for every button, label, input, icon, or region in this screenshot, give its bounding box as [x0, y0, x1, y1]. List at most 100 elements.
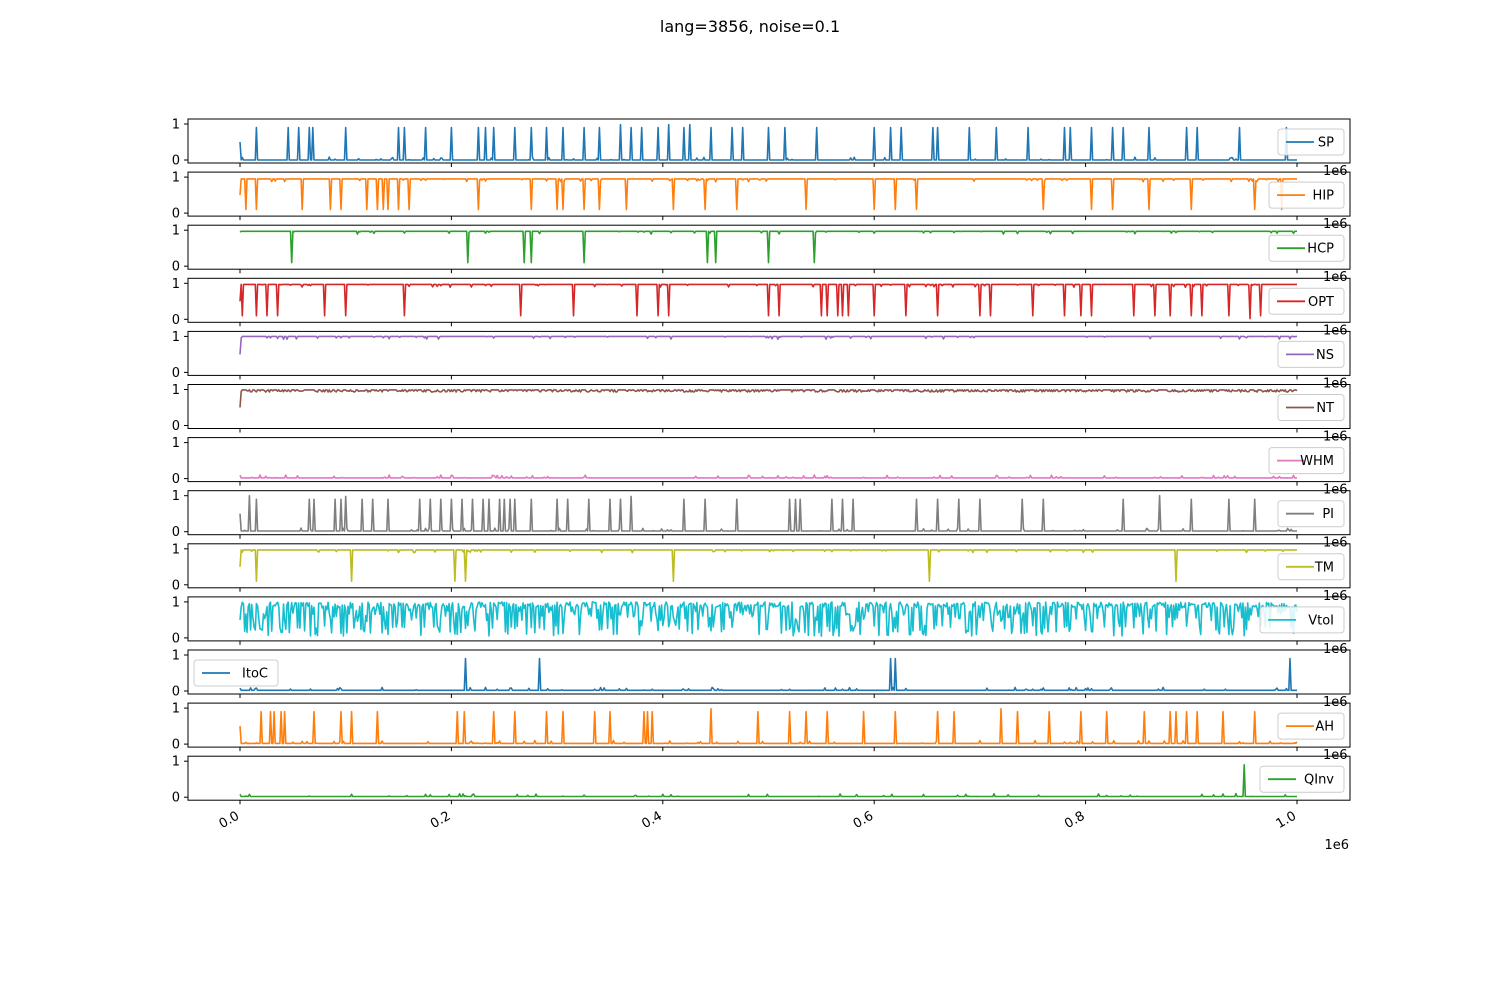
y-tick-label: 1: [172, 755, 180, 770]
legend-box: [1259, 606, 1345, 634]
subplot-sp: 0 1 SP 1e6: [172, 118, 1351, 179]
legend-label: VtoI: [1308, 613, 1334, 628]
plot-area-frame: [187, 755, 1351, 801]
y-tick-label: 0: [172, 472, 180, 487]
y-tick-label: 0: [172, 366, 180, 381]
plot-area-frame: [187, 330, 1351, 376]
y-tick-label: 1: [172, 330, 180, 345]
y-tick-label: 1: [172, 702, 180, 717]
series-line-hcp: [239, 230, 1297, 264]
legend-label: NT: [1316, 401, 1334, 416]
series-line-whm: [239, 474, 1297, 479]
series-line-itoc: [239, 657, 1297, 692]
x-tick-label: 0.2: [428, 809, 453, 832]
y-tick-label: 0: [172, 578, 180, 593]
legend-label: WHM: [1300, 454, 1334, 469]
y-tick-label: 1: [172, 118, 180, 133]
subplot-itoc: 0 1 ItoC 1e6: [172, 649, 1351, 710]
x-offset-label-clipped: 1e6: [1323, 536, 1348, 551]
plot-area-frame: [187, 490, 1351, 536]
y-tick-label: 0: [172, 154, 180, 169]
y-tick-label: 1: [172, 383, 180, 398]
legend-box: [1268, 234, 1345, 262]
y-tick-label: 1: [172, 277, 180, 292]
x-offset-label-clipped: 1e6: [1323, 270, 1348, 285]
plot-area-frame: [187, 384, 1351, 429]
legend: ItoC: [193, 659, 279, 687]
y-tick-label: 1: [172, 649, 180, 664]
legend: HCP: [1268, 234, 1345, 262]
legend: PI: [1277, 500, 1345, 528]
legend-label: HCP: [1307, 242, 1334, 257]
plot-area-frame: [187, 224, 1351, 270]
y-tick-label: 0: [172, 685, 180, 700]
legend: WHM: [1268, 447, 1345, 475]
legend-label: HIP: [1313, 189, 1335, 204]
legend-label: QInv: [1304, 773, 1334, 788]
x-offset-label-clipped: 1e6: [1323, 642, 1348, 657]
x-offset-label-clipped: 1e6: [1323, 748, 1348, 763]
plot-area-frame: [187, 702, 1351, 748]
x-offset-label-clipped: 1e6: [1323, 430, 1348, 445]
legend: OPT: [1268, 287, 1345, 315]
series-line-ah: [239, 707, 1298, 745]
legend: HIP: [1268, 181, 1345, 209]
plot-area-frame: [187, 171, 1351, 217]
legend: TM: [1277, 553, 1345, 581]
y-tick-label: 0: [172, 525, 180, 540]
x-offset-label-clipped: 1e6: [1323, 323, 1348, 338]
series-line-hip: [239, 178, 1297, 211]
legend-label: TM: [1314, 560, 1334, 575]
series-line-qinv: [239, 763, 1297, 798]
legend-box: [1259, 765, 1345, 793]
plot-area-frame: [187, 543, 1351, 589]
plot-area-frame: [187, 596, 1351, 642]
y-tick-label: 0: [172, 419, 180, 434]
plot-area-frame: [187, 649, 1351, 695]
y-tick-label: 0: [172, 260, 180, 275]
x-offset-label-clipped: 1e6: [1323, 164, 1348, 179]
y-tick-label: 0: [172, 207, 180, 222]
legend: NT: [1277, 394, 1345, 421]
x-offset-label-clipped: 1e6: [1323, 483, 1348, 498]
figure-title: lang=3856, noise=0.1: [659, 17, 841, 36]
legend: SP: [1277, 128, 1345, 156]
plot-area-frame: [187, 277, 1351, 323]
subplot-nt: 0 1 NT 1e6: [172, 383, 1351, 445]
x-offset-label-clipped: 1e6: [1323, 376, 1348, 391]
x-tick-label: 1.0: [1274, 809, 1299, 832]
legend: VtoI: [1259, 606, 1345, 634]
legend-label: OPT: [1308, 295, 1334, 310]
subplot-ns: 0 1 NS 1e6: [172, 330, 1351, 391]
y-tick-label: 0: [172, 738, 180, 753]
legend-label: NS: [1316, 348, 1334, 363]
y-tick-label: 0: [172, 313, 180, 328]
series-line-nt: [239, 389, 1298, 408]
x-tick-label: 0.6: [851, 809, 876, 832]
subplot-hcp: 0 1 HCP 1e6: [172, 224, 1351, 285]
series-line-sp: [239, 123, 1297, 161]
x-offset-label-clipped: 1e6: [1323, 217, 1348, 232]
y-tick-label: 1: [172, 595, 180, 610]
plot-area-frame: [187, 437, 1351, 483]
y-tick-label: 1: [172, 171, 180, 186]
legend-label: PI: [1322, 507, 1334, 522]
legend-label: ItoC: [242, 667, 268, 682]
x-offset-label: 1e6: [1324, 838, 1349, 853]
series-line-ns: [239, 335, 1297, 355]
subplot-pi: 0 1 PI 1e6: [172, 489, 1351, 551]
series-line-opt: [239, 283, 1297, 320]
x-tick-label: 0.0: [217, 809, 242, 832]
x-offset-label-clipped: 1e6: [1323, 589, 1348, 604]
y-tick-label: 1: [172, 224, 180, 239]
legend-label: SP: [1318, 136, 1334, 151]
legend: QInv: [1259, 765, 1345, 793]
y-tick-label: 1: [172, 489, 180, 504]
x-tick-label: 0.8: [1062, 809, 1087, 832]
x-tick-label: 0.4: [639, 809, 664, 832]
plot-area-frame: [187, 118, 1351, 164]
legend-label: AH: [1315, 720, 1334, 735]
subplot-vtoi: 0 1 VtoI 1e6: [172, 595, 1351, 657]
series-line-vtoi: [239, 601, 1298, 637]
